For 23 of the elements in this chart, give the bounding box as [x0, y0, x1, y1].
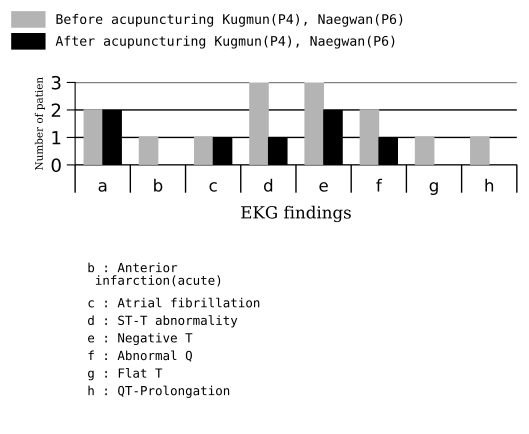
text: c : Atrial fibrillation	[88, 298, 260, 308]
text: f : Abnormal Q	[88, 350, 192, 362]
y-axis-title: Number of patien	[34, 77, 45, 170]
x-tick-label: e	[319, 182, 328, 192]
x-tick-label: h	[485, 178, 494, 192]
y-tick-label: 1	[52, 131, 60, 144]
y-tick-label: 2	[52, 103, 60, 117]
text: e : Negative T	[88, 332, 192, 346]
x-tick-label: g	[430, 182, 438, 195]
legend-label: After acupuncturing Kugmun(P4), Naegwan(P6)	[56, 36, 394, 49]
x-tick-label: a	[98, 182, 106, 192]
legend-label: Before acupuncturing Kugmun(P4), Naegwan(P6)	[56, 14, 402, 27]
text: b : Anterior infarction(acute)	[88, 262, 220, 286]
x-axis-title: EKG findings	[241, 206, 351, 222]
x-tick-label: b	[154, 178, 162, 192]
x-tick-label: c	[209, 182, 217, 192]
x-tick-label: f	[376, 178, 382, 192]
y-tick-label: 3	[52, 76, 60, 90]
text: g : Flat T	[88, 368, 162, 380]
text: d : ST-T abnormality	[88, 315, 238, 328]
text: h : QT-Prolongation	[88, 386, 230, 398]
y-tick-label: 0	[52, 158, 61, 172]
x-tick-label: d	[264, 178, 272, 192]
